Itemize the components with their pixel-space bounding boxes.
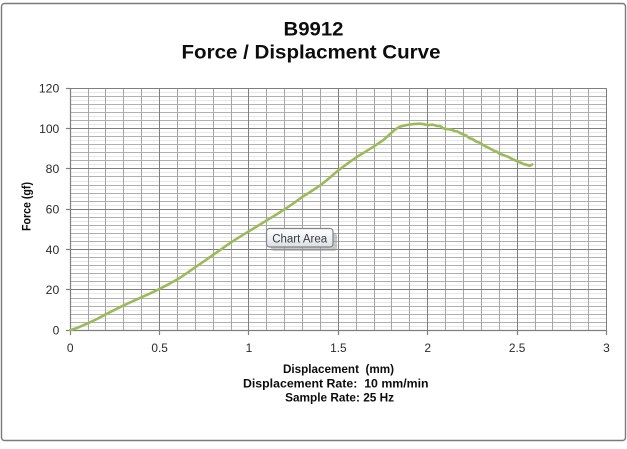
svg-text:Sample Rate: 25 Hz: Sample Rate: 25 Hz bbox=[285, 393, 394, 405]
svg-text:0.5: 0.5 bbox=[151, 341, 168, 355]
svg-text:Force (gf): Force (gf) bbox=[20, 182, 34, 231]
svg-text:40: 40 bbox=[46, 243, 60, 257]
svg-text:80: 80 bbox=[46, 162, 60, 176]
svg-text:3: 3 bbox=[603, 341, 610, 355]
svg-text:Displacement Rate: 10 mm/min: Displacement Rate: 10 mm/min bbox=[243, 378, 429, 390]
svg-text:Chart Area: Chart Area bbox=[272, 233, 328, 245]
svg-text:20: 20 bbox=[46, 283, 60, 297]
svg-text:B9912: B9912 bbox=[284, 18, 344, 40]
svg-text:0: 0 bbox=[53, 324, 60, 338]
svg-text:1: 1 bbox=[246, 341, 253, 355]
svg-text:2.5: 2.5 bbox=[509, 341, 526, 355]
svg-text:120: 120 bbox=[39, 81, 60, 95]
svg-text:Displacement (mm): Displacement (mm) bbox=[283, 364, 394, 376]
svg-text:1.5: 1.5 bbox=[330, 341, 347, 355]
svg-text:100: 100 bbox=[39, 122, 60, 136]
svg-text:2: 2 bbox=[424, 341, 431, 355]
svg-text:0: 0 bbox=[67, 341, 74, 355]
svg-text:Force / Displacment Curve: Force / Displacment Curve bbox=[182, 42, 441, 64]
svg-text:60: 60 bbox=[46, 202, 60, 216]
